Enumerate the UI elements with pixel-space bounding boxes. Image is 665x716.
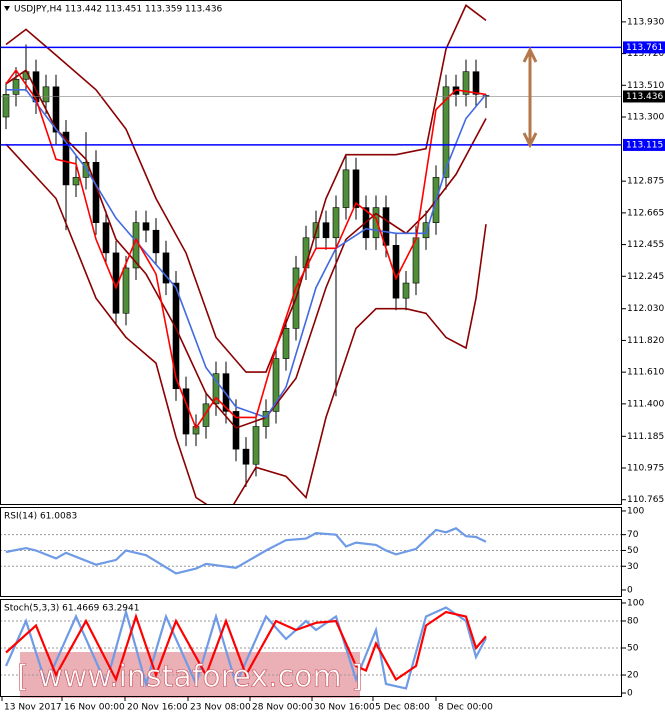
price-label-box [623,90,665,103]
candle-body [322,222,330,239]
x-tick-label: 5 Dec 08:00 [375,703,430,713]
candle-body [102,222,110,254]
x-tick-label: 30 Nov 16:00 [314,703,375,713]
candle-body [152,229,160,254]
candle-body [372,207,380,239]
candle-body [162,252,170,284]
candle-body [12,78,20,95]
candle-body [112,252,120,314]
x-tick-label: 16 Nov 00:00 [64,703,125,713]
dropdown-icon [4,6,10,11]
x-tick-label: 13 Nov 2017 [4,703,62,713]
y-tick-label: 80 [627,616,639,626]
candle-body [382,207,390,246]
candle-body [62,131,70,186]
candle-body [252,426,260,465]
level-label: 113.761 [626,43,663,53]
y-tick-label: 113.930 [627,17,664,27]
y-tick-label: 111.185 [627,432,664,442]
panel [0,4,622,505]
candle-body [472,71,480,95]
y-tick-label: 110.975 [627,464,664,474]
y-tick-label: 110.765 [627,495,664,505]
y-tick-label: 112.665 [627,208,664,218]
y-tick-label: 0 [627,689,633,699]
x-tick-label: 20 Nov 16:00 [127,703,188,713]
candle-body [52,86,60,133]
level-label-box [623,138,665,151]
watermark: [ www.instaforex.com ] [17,660,363,695]
line-series [5,68,487,430]
candle-body [242,448,250,465]
line-series [5,4,487,373]
candle-body [2,94,10,118]
candle-body [442,86,450,178]
x-tick-label: 8 Dec 00:00 [438,703,493,713]
y-tick-label: 113.720 [627,49,664,59]
candle-body [122,267,130,314]
y-tick-label: 20 [627,671,639,681]
x-tick-label: 28 Nov 00:00 [252,703,313,713]
candle-body [72,177,80,186]
panel [0,606,622,690]
y-tick-label: 112.455 [627,240,664,250]
candle-body [352,169,360,208]
panel-title: USDJPY,H4 113.442 113.451 113.359 113.43… [14,5,223,15]
y-tick-label: 100 [627,506,644,516]
panel-title: Stoch(5,3,3) 61.4669 63.2941 [4,604,139,614]
y-tick-label: 70 [627,530,639,540]
y-tick-label: 111.400 [627,399,664,409]
candle-body [342,169,350,208]
panel [0,527,622,575]
candle-body [462,71,470,95]
candle-body [142,222,150,231]
panel-frame [0,507,622,597]
candle-body [172,282,180,390]
y-tick-label: 111.610 [627,368,664,378]
candle-body [402,282,410,299]
panel-title: RSI(14) 61.0083 [4,512,77,522]
candle-body [422,222,430,239]
y-tick-label: 113.300 [627,113,664,123]
line-series [5,143,487,505]
line-series [5,69,487,429]
candle-body [282,328,290,359]
y-tick-label: 30 [627,562,639,572]
y-tick-label: 50 [627,546,639,556]
price-label: 113.436 [626,92,663,102]
range-arrow [522,46,538,149]
y-tick-label: 111.820 [627,336,664,346]
y-tick-label: 50 [627,644,639,654]
line-series [5,527,487,575]
candle-body [42,86,50,103]
y-tick-label: 100 [627,598,644,608]
y-tick-label: 113.510 [627,81,664,91]
candle-body [332,207,340,239]
level-label: 113.115 [626,140,663,150]
panel-frame [0,599,622,697]
y-tick-label: 112.875 [627,177,664,187]
candle-body [272,358,280,412]
line-series [6,89,487,419]
y-tick-label: 112.030 [627,304,664,314]
panel-frame [0,0,622,505]
candle-body [182,388,190,435]
x-tick-label: 23 Nov 08:00 [190,703,251,713]
candle-body [202,403,210,427]
y-tick-label: 112.245 [627,272,664,282]
level-label-box [623,41,665,54]
candle-body [232,411,240,450]
line-series [5,610,487,683]
y-tick-label: 0 [627,585,633,595]
